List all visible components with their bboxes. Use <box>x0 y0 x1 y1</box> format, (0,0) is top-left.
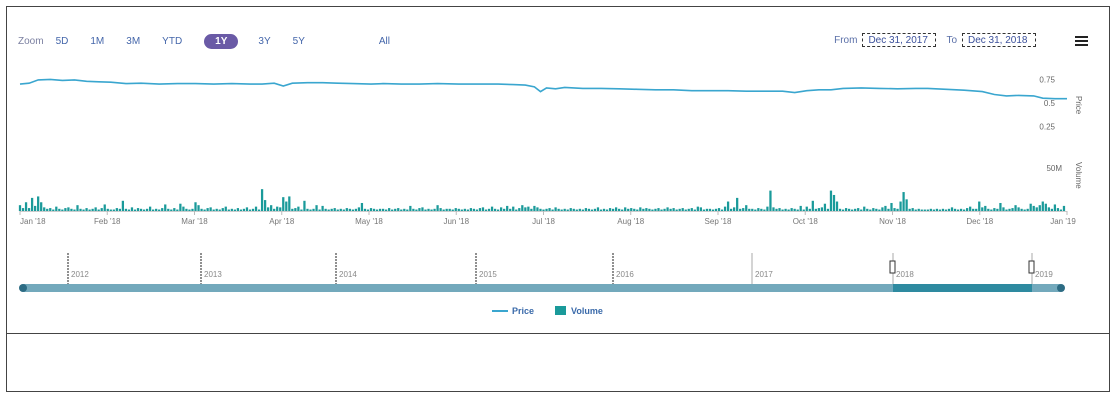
chart-frame <box>6 6 1110 392</box>
zoom-button-5y[interactable]: 5Y <box>292 35 305 47</box>
from-label: From <box>834 34 858 46</box>
to-date-input[interactable]: Dec 31, 2018 <box>962 33 1036 47</box>
zoom-toolbar: Zoom 5D 1M 3M YTD 1Y 3Y 5Y All <box>18 32 412 50</box>
zoom-button-all[interactable]: All <box>378 35 390 47</box>
zoom-button-3m[interactable]: 3M <box>126 35 141 47</box>
hamburger-menu-icon[interactable] <box>1075 36 1088 47</box>
zoom-button-ytd[interactable]: YTD <box>162 35 183 47</box>
zoom-button-5d[interactable]: 5D <box>55 35 69 47</box>
zoom-label: Zoom <box>18 35 44 47</box>
zoom-button-1y[interactable]: 1Y <box>204 33 239 49</box>
from-date-input[interactable]: Dec 31, 2017 <box>862 33 937 47</box>
date-range-selector: From Dec 31, 2017 To Dec 31, 2018 <box>829 33 1036 47</box>
to-label: To <box>946 34 957 46</box>
frame-divider <box>6 333 1110 334</box>
zoom-button-1m[interactable]: 1M <box>90 35 105 47</box>
zoom-button-3y[interactable]: 3Y <box>258 35 271 47</box>
